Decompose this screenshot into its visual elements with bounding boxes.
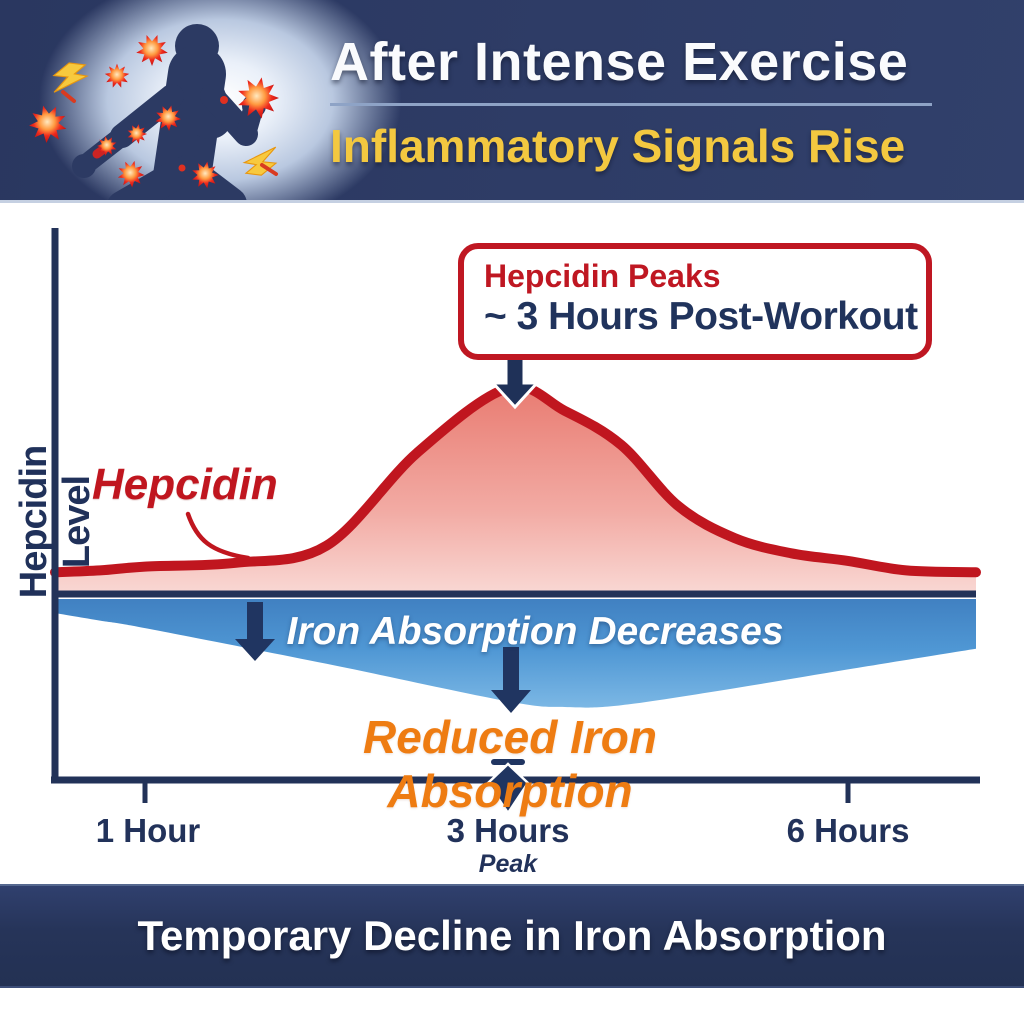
main-title: After Intense Exercise — [330, 32, 909, 92]
footer-banner: Temporary Decline in Iron Absorption — [0, 884, 1024, 988]
hepcidin-curve — [50, 381, 981, 578]
reduced-iron-absorption-label: Reduced Iron Absorption — [363, 711, 657, 817]
header-titles: After Intense Exercise Inflammatory Sign… — [330, 30, 990, 172]
inflammation-burst-icons — [25, 31, 279, 195]
header-banner: After Intense Exercise Inflammatory Sign… — [0, 0, 1024, 203]
x-tick-label-3-hours: 3 Hours — [446, 812, 570, 849]
y-axis-label: Hepcidin Level — [13, 445, 98, 599]
peak-callout-box: Hepcidin Peaks ~ 3 Hours Post-Workout — [458, 243, 932, 360]
band-down-arrow-center-icon — [491, 647, 531, 713]
peak-down-arrow-icon — [489, 354, 541, 410]
runner-illustration — [25, 24, 281, 200]
x-tick-label-6-hours: 6 Hours — [786, 812, 910, 849]
hepcidin-curve-label: Hepcidin — [92, 460, 278, 509]
band-down-arrow-left-icon — [235, 602, 275, 661]
lightning-bolt-icons — [49, 57, 281, 181]
peak-axis-marker-icon — [486, 759, 530, 816]
callout-line1: Hepcidin Peaks — [484, 258, 721, 294]
iron-absorption-band-label: Iron Absorption Decreases — [286, 610, 784, 653]
subtitle: Inflammatory Signals Rise — [330, 120, 906, 172]
peak-sublabel: Peak — [478, 850, 538, 878]
footer-caption: Temporary Decline in Iron Absorption — [137, 912, 887, 959]
hepcidin-label-leader-line — [185, 511, 251, 561]
header-divider — [330, 103, 932, 106]
x-tick-label-1-hour: 1 Hour — [95, 812, 201, 849]
callout-line2: ~ 3 Hours Post-Workout — [484, 295, 918, 338]
hepcidin-area — [55, 386, 976, 592]
